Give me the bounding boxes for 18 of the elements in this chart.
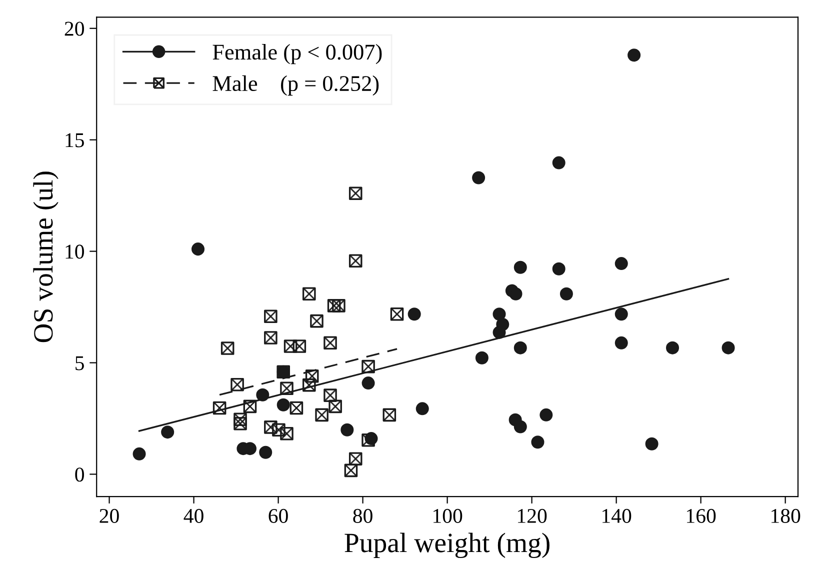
y-axis-title: OS volume (ul) (33, 172, 58, 342)
y-tick-label: 0 (75, 468, 84, 482)
y-tick-label: 10 (66, 244, 84, 259)
legend-label: Male (p = 0.252) (212, 75, 379, 96)
legend-label: Female (p < 0.007) (212, 44, 382, 64)
x-tick-label: 120 (518, 508, 547, 523)
x-axis-title: Pupal weight (mg) (344, 532, 550, 558)
x-tick-label: 20 (100, 508, 119, 523)
x-tick-label: 100 (434, 508, 462, 523)
y-tick-label: 5 (76, 356, 84, 370)
x-tick-label: 40 (184, 508, 204, 523)
x-tick-label: 80 (353, 508, 372, 523)
x-tick-label: 180 (772, 508, 800, 523)
y-tick-label: 20 (64, 22, 84, 36)
x-tick-label: 140 (602, 508, 632, 523)
x-tick-label: 160 (687, 508, 716, 523)
y-tick-label: 15 (66, 133, 84, 148)
x-tick-label: 60 (268, 508, 288, 523)
